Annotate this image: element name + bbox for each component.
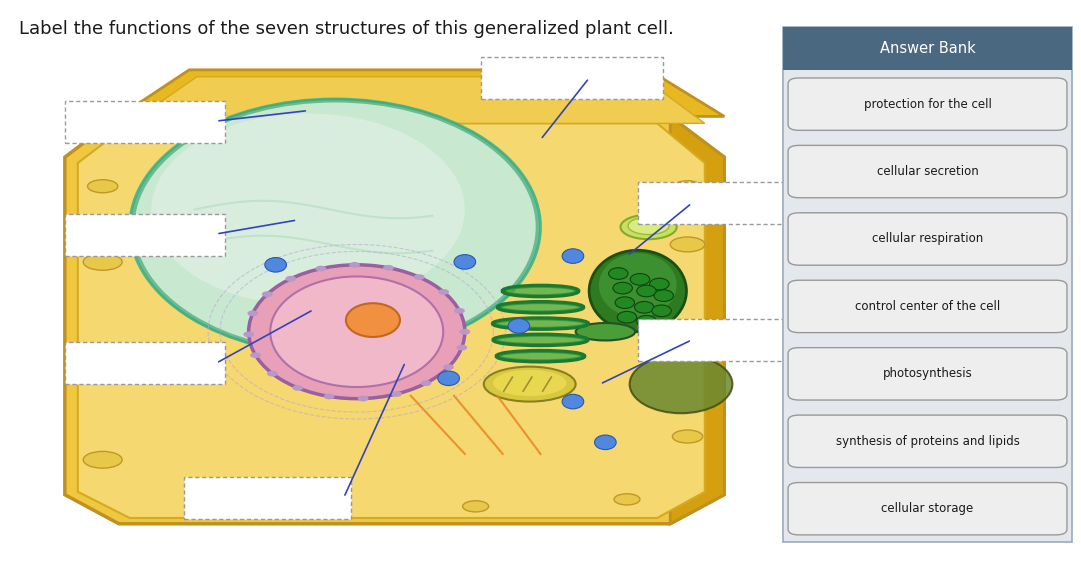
Ellipse shape — [248, 310, 258, 316]
FancyBboxPatch shape — [788, 415, 1067, 467]
Ellipse shape — [589, 250, 686, 332]
Ellipse shape — [323, 393, 334, 399]
Polygon shape — [130, 77, 705, 123]
FancyBboxPatch shape — [788, 213, 1067, 265]
Ellipse shape — [454, 255, 476, 269]
Ellipse shape — [620, 215, 677, 239]
FancyBboxPatch shape — [788, 482, 1067, 535]
Ellipse shape — [130, 99, 540, 355]
Ellipse shape — [349, 262, 360, 268]
Ellipse shape — [493, 370, 566, 396]
Ellipse shape — [454, 308, 465, 314]
Ellipse shape — [637, 315, 656, 327]
FancyBboxPatch shape — [783, 27, 1072, 70]
Text: cellular storage: cellular storage — [881, 502, 974, 515]
FancyBboxPatch shape — [65, 342, 225, 384]
Ellipse shape — [262, 291, 272, 297]
Ellipse shape — [421, 380, 431, 386]
Ellipse shape — [459, 329, 470, 335]
Ellipse shape — [270, 276, 443, 387]
FancyBboxPatch shape — [788, 78, 1067, 130]
Ellipse shape — [483, 367, 575, 402]
Ellipse shape — [599, 253, 677, 317]
Text: cellular respiration: cellular respiration — [872, 232, 983, 246]
FancyBboxPatch shape — [788, 347, 1067, 400]
Ellipse shape — [670, 237, 705, 252]
Text: Answer Bank: Answer Bank — [880, 41, 975, 56]
Ellipse shape — [265, 257, 286, 272]
Ellipse shape — [654, 290, 673, 301]
Text: control center of the cell: control center of the cell — [855, 300, 1000, 313]
FancyBboxPatch shape — [65, 214, 225, 256]
Ellipse shape — [285, 276, 296, 282]
FancyBboxPatch shape — [638, 182, 819, 224]
Ellipse shape — [438, 289, 449, 295]
Ellipse shape — [249, 265, 465, 399]
Ellipse shape — [630, 274, 650, 285]
Ellipse shape — [316, 266, 326, 272]
Polygon shape — [670, 116, 724, 524]
Text: Label the functions of the seven structures of this generalized plant cell.: Label the functions of the seven structu… — [19, 20, 675, 38]
Text: synthesis of proteins and lipids: synthesis of proteins and lipids — [836, 435, 1019, 448]
FancyBboxPatch shape — [788, 146, 1067, 198]
Ellipse shape — [562, 249, 584, 263]
Ellipse shape — [613, 282, 632, 294]
Ellipse shape — [391, 391, 402, 397]
Ellipse shape — [438, 371, 459, 386]
Text: protection for the cell: protection for the cell — [864, 98, 991, 111]
Ellipse shape — [562, 395, 584, 409]
Ellipse shape — [659, 331, 681, 345]
Ellipse shape — [635, 301, 654, 313]
Ellipse shape — [609, 268, 628, 279]
Ellipse shape — [576, 323, 636, 340]
Ellipse shape — [501, 303, 580, 311]
Ellipse shape — [652, 305, 671, 317]
Ellipse shape — [83, 254, 122, 270]
Ellipse shape — [595, 435, 616, 450]
Ellipse shape — [496, 336, 585, 344]
Ellipse shape — [243, 332, 254, 338]
FancyBboxPatch shape — [788, 281, 1067, 333]
FancyBboxPatch shape — [184, 477, 351, 519]
FancyBboxPatch shape — [65, 101, 225, 143]
Ellipse shape — [637, 285, 656, 297]
Ellipse shape — [414, 274, 425, 280]
Polygon shape — [65, 116, 724, 524]
Ellipse shape — [346, 303, 400, 337]
Ellipse shape — [151, 113, 465, 306]
Polygon shape — [78, 123, 705, 518]
Ellipse shape — [615, 297, 635, 308]
FancyBboxPatch shape — [783, 27, 1072, 542]
Text: cellular secretion: cellular secretion — [877, 165, 978, 178]
FancyBboxPatch shape — [638, 319, 819, 361]
Ellipse shape — [383, 265, 393, 271]
Ellipse shape — [358, 396, 369, 402]
Ellipse shape — [456, 345, 467, 350]
Ellipse shape — [675, 180, 700, 192]
Ellipse shape — [463, 501, 489, 512]
Ellipse shape — [495, 320, 586, 328]
Ellipse shape — [83, 452, 122, 468]
Ellipse shape — [508, 319, 530, 333]
FancyBboxPatch shape — [481, 57, 663, 99]
Ellipse shape — [628, 217, 669, 235]
Ellipse shape — [614, 494, 640, 505]
Ellipse shape — [250, 352, 261, 358]
Ellipse shape — [203, 494, 229, 505]
Text: photosynthesis: photosynthesis — [882, 367, 973, 381]
Ellipse shape — [617, 311, 637, 323]
Ellipse shape — [292, 385, 303, 391]
Ellipse shape — [267, 371, 278, 377]
Ellipse shape — [443, 364, 454, 370]
Ellipse shape — [672, 430, 703, 443]
Ellipse shape — [650, 278, 669, 290]
Ellipse shape — [499, 352, 582, 360]
Ellipse shape — [506, 287, 576, 295]
Polygon shape — [119, 70, 724, 116]
Ellipse shape — [88, 180, 118, 193]
Ellipse shape — [629, 355, 733, 413]
